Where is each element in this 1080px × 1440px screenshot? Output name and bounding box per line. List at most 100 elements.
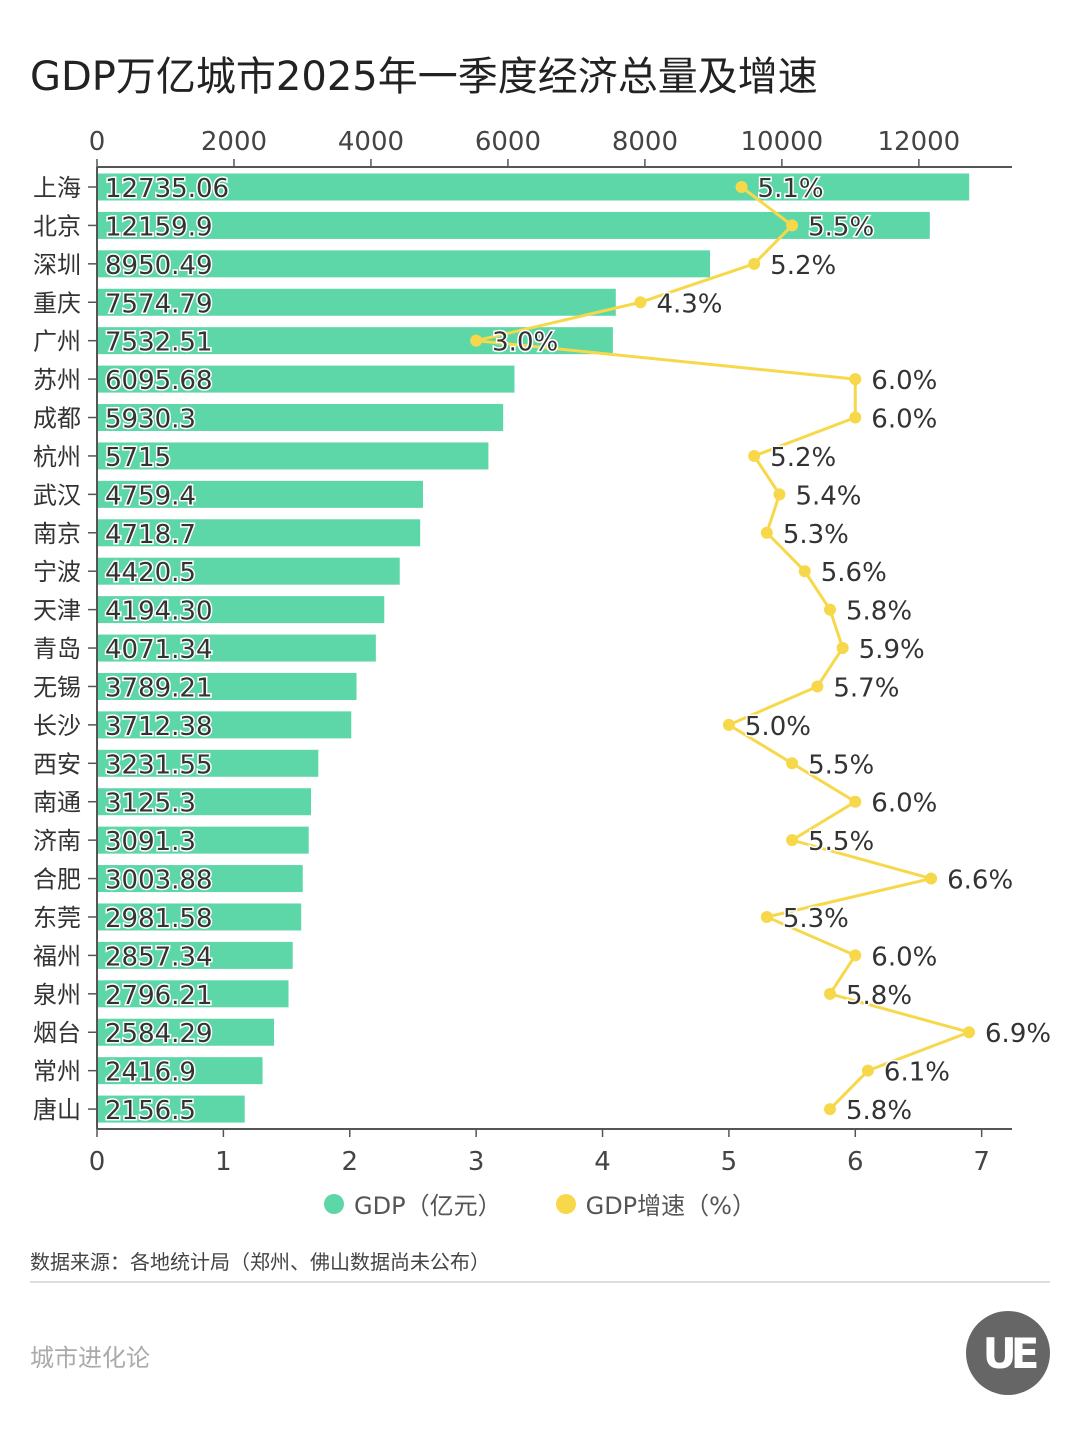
growth-value-label: 5.8% bbox=[846, 981, 912, 1011]
legend-label-gdp: GDP（亿元） bbox=[354, 1192, 502, 1220]
gdp-value-label: 2156.5 bbox=[105, 1096, 196, 1126]
gdp-bar bbox=[98, 250, 711, 278]
growth-value-label: 5.6% bbox=[821, 558, 887, 588]
gdp-value-label: 2584.29 bbox=[105, 1019, 213, 1049]
gdp-value-label: 4420.5 bbox=[105, 558, 196, 588]
growth-point bbox=[470, 334, 483, 347]
growth-value-label: 5.8% bbox=[846, 1096, 912, 1126]
growth-point bbox=[963, 1026, 976, 1039]
bottom-axis-tick-label: 5 bbox=[721, 1147, 738, 1177]
category-label: 上海 bbox=[33, 174, 81, 202]
gdp-value-label: 8950.49 bbox=[105, 251, 213, 281]
bottom-axis-tick-label: 6 bbox=[847, 1147, 864, 1177]
gdp-value-label: 7574.79 bbox=[105, 289, 213, 319]
growth-value-label: 5.3% bbox=[783, 904, 849, 934]
gdp-bar bbox=[98, 941, 293, 969]
category-label: 青岛 bbox=[33, 635, 81, 663]
gdp-value-label: 3712.38 bbox=[105, 712, 213, 742]
category-label: 北京 bbox=[33, 212, 81, 240]
growth-point bbox=[824, 987, 837, 1000]
growth-point bbox=[786, 219, 799, 232]
bottom-axis-tick-label: 2 bbox=[341, 1147, 358, 1177]
top-axis-tick-label: 0 bbox=[89, 127, 106, 157]
gdp-bar bbox=[98, 404, 504, 432]
gdp-bar bbox=[98, 826, 309, 854]
growth-value-label: 5.0% bbox=[745, 712, 811, 742]
growth-point bbox=[760, 910, 773, 923]
category-label: 广州 bbox=[33, 328, 81, 356]
bottom-axis-tick-label: 0 bbox=[89, 1147, 106, 1177]
gdp-value-label: 2416.9 bbox=[105, 1058, 196, 1088]
legend-item-growth[interactable]: GDP增速（%） bbox=[555, 1186, 756, 1221]
growth-point bbox=[925, 872, 938, 885]
category-label: 常州 bbox=[33, 1058, 81, 1086]
legend: GDP（亿元） GDP增速（%） bbox=[0, 1186, 1080, 1221]
gdp-value-label: 12735.06 bbox=[105, 174, 229, 204]
gdp-value-label: 2981.58 bbox=[105, 904, 213, 934]
growth-value-label: 6.1% bbox=[884, 1058, 950, 1088]
growth-value-label: 6.6% bbox=[947, 866, 1013, 896]
category-label: 济南 bbox=[33, 827, 81, 855]
growth-value-label: 6.0% bbox=[871, 405, 937, 435]
growth-point bbox=[748, 449, 761, 462]
top-axis-tick-label: 10000 bbox=[741, 127, 824, 157]
gdp-value-label: 12159.9 bbox=[105, 212, 213, 242]
growth-point bbox=[849, 373, 862, 386]
category-label: 深圳 bbox=[33, 251, 81, 279]
growth-value-label: 5.1% bbox=[758, 174, 824, 204]
gdp-bar bbox=[98, 1018, 274, 1046]
gdp-bar bbox=[98, 1057, 263, 1085]
growth-value-label: 6.0% bbox=[871, 366, 937, 396]
gdp-value-label: 7532.51 bbox=[105, 328, 213, 358]
top-axis-tick-label: 4000 bbox=[338, 127, 404, 157]
source-note: 数据来源：各地统计局（郑州、佛山数据尚未公布） bbox=[30, 1250, 490, 1274]
divider bbox=[30, 1281, 1050, 1283]
category-label: 成都 bbox=[33, 405, 81, 433]
growth-point bbox=[735, 181, 748, 193]
gdp-bar bbox=[98, 173, 970, 201]
gdp-value-label: 5930.3 bbox=[105, 405, 196, 435]
bottom-axis-tick-label: 1 bbox=[215, 1147, 232, 1177]
growth-point bbox=[798, 565, 811, 578]
gdp-value-label: 6095.68 bbox=[105, 366, 213, 396]
growth-value-label: 6.0% bbox=[871, 942, 937, 972]
growth-point bbox=[722, 718, 735, 731]
gdp-value-label: 4718.7 bbox=[105, 520, 196, 550]
gdp-value-label: 2796.21 bbox=[105, 981, 213, 1011]
gdp-bar bbox=[98, 865, 303, 893]
gdp-bar bbox=[98, 788, 312, 816]
gdp-value-label: 3091.3 bbox=[105, 827, 196, 857]
gdp-bar bbox=[98, 365, 515, 393]
gdp-bar bbox=[98, 634, 376, 662]
gdp-value-label: 5715 bbox=[105, 443, 171, 473]
gdp-bar bbox=[98, 442, 489, 470]
growth-point bbox=[634, 296, 647, 309]
growth-point bbox=[786, 834, 799, 847]
category-label: 南京 bbox=[33, 520, 81, 548]
gdp-bar bbox=[98, 749, 319, 777]
growth-value-label: 6.9% bbox=[985, 1019, 1051, 1049]
category-label: 无锡 bbox=[33, 673, 81, 701]
bottom-axis-tick-label: 3 bbox=[468, 1147, 485, 1177]
legend-label-growth: GDP增速（%） bbox=[585, 1192, 756, 1220]
category-label: 天津 bbox=[33, 597, 81, 625]
category-label: 烟台 bbox=[33, 1019, 81, 1047]
gdp-bar bbox=[98, 557, 400, 585]
top-axis-tick-label: 12000 bbox=[877, 127, 960, 157]
legend-dot-gdp bbox=[324, 1193, 345, 1214]
chart-title: GDP万亿城市2025年一季度经济总量及增速 bbox=[30, 54, 818, 100]
growth-point bbox=[836, 642, 849, 655]
gdp-value-label: 4071.34 bbox=[105, 635, 213, 665]
growth-value-label: 5.4% bbox=[795, 481, 861, 511]
gdp-bar bbox=[98, 980, 289, 1008]
growth-point bbox=[773, 488, 786, 501]
category-label: 合肥 bbox=[33, 866, 81, 894]
top-axis-tick-label: 2000 bbox=[201, 127, 267, 157]
gdp-bar bbox=[98, 288, 616, 316]
top-axis-tick-label: 8000 bbox=[612, 127, 678, 157]
growth-point bbox=[849, 411, 862, 424]
growth-value-label: 5.8% bbox=[846, 597, 912, 627]
gdp-bar bbox=[98, 711, 352, 739]
gdp-bar bbox=[98, 596, 385, 624]
legend-item-gdp[interactable]: GDP（亿元） bbox=[324, 1186, 502, 1221]
